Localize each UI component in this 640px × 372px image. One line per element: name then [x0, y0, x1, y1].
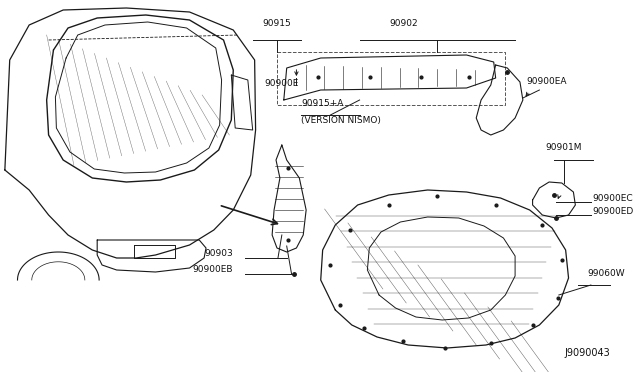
Text: 90901M: 90901M: [545, 143, 582, 152]
Text: 90900EB: 90900EB: [193, 266, 233, 275]
Text: 90900ED: 90900ED: [593, 206, 634, 215]
Text: (VERSION NISMO): (VERSION NISMO): [301, 116, 381, 125]
Text: 90915+A: 90915+A: [301, 99, 344, 108]
Text: 90902: 90902: [389, 19, 418, 28]
Text: 90915: 90915: [262, 19, 291, 28]
Text: 90900EC: 90900EC: [593, 193, 634, 202]
Text: 99060W: 99060W: [587, 269, 625, 278]
Text: 90900EA: 90900EA: [527, 77, 567, 86]
Text: J9090043: J9090043: [564, 348, 611, 358]
Text: 90900E: 90900E: [264, 78, 299, 87]
Text: 90903: 90903: [205, 250, 233, 259]
